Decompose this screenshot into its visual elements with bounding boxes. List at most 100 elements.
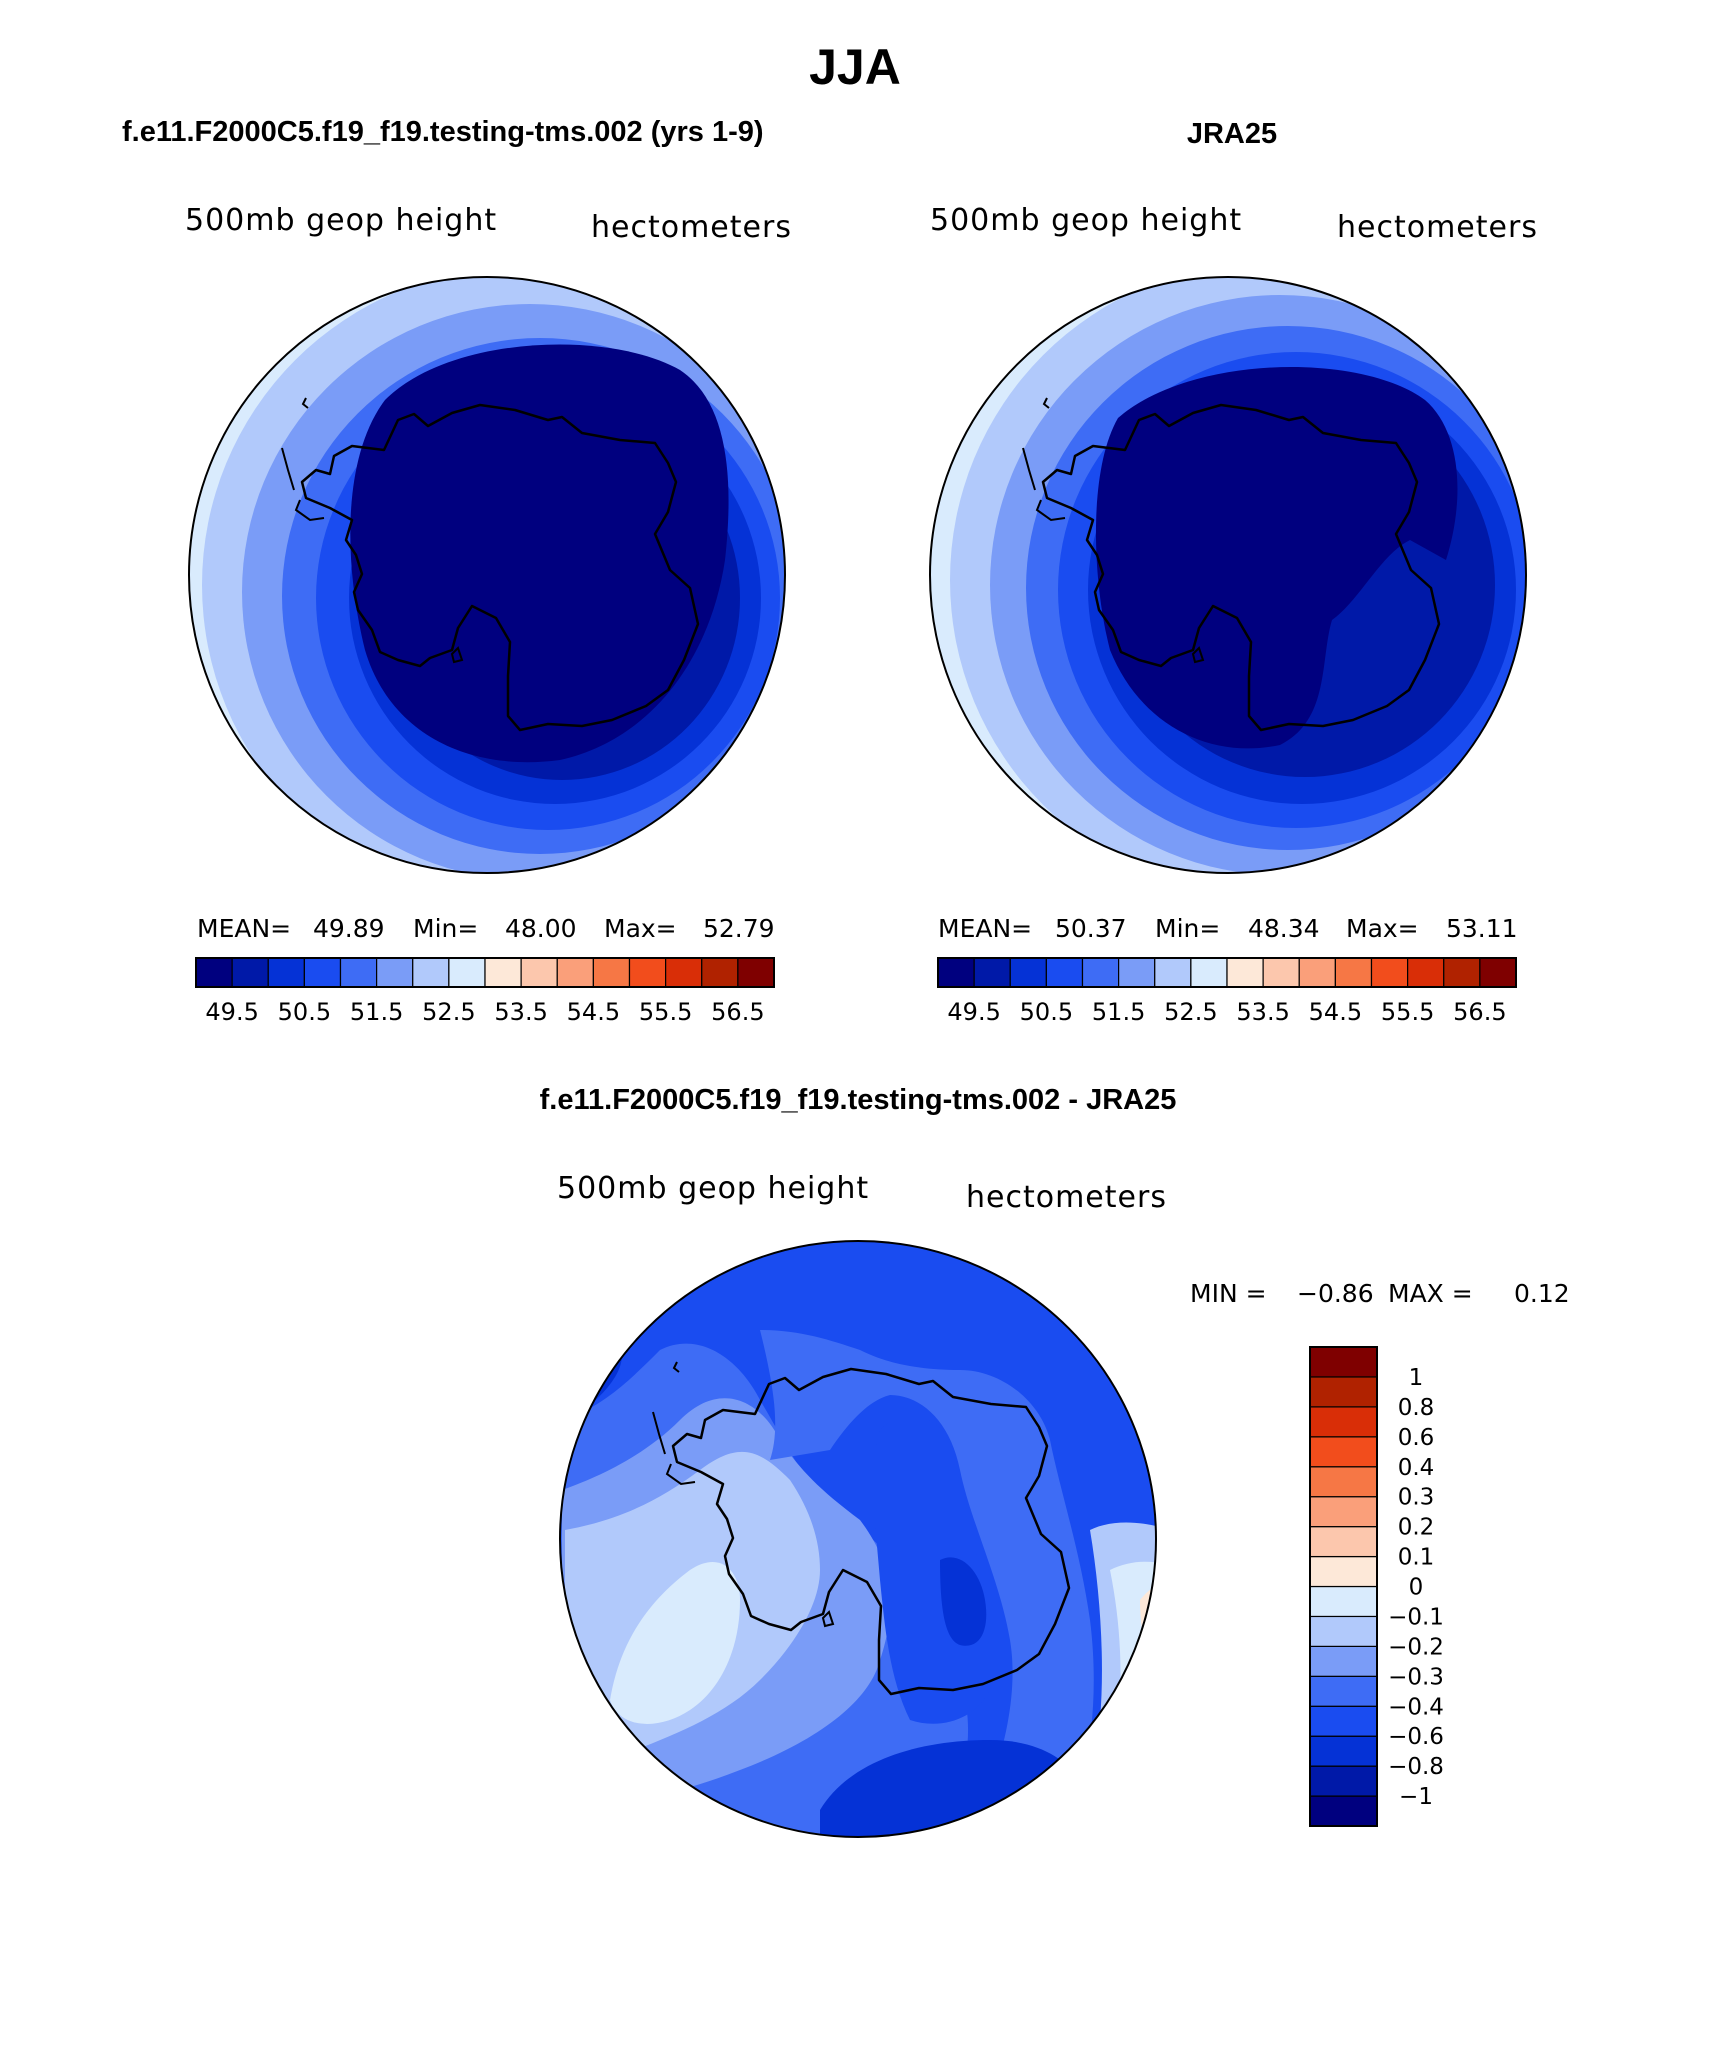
colorbar-obs-swatch bbox=[1118, 957, 1156, 988]
colorbar-model-swatch bbox=[556, 957, 594, 988]
colorbar-model-tick-label: 56.5 bbox=[711, 998, 764, 1026]
colorbar-obs-swatch bbox=[1443, 957, 1481, 988]
colorbar-obs-swatch bbox=[1407, 957, 1445, 988]
colorbar-obs-swatch bbox=[937, 957, 975, 988]
panel-obs-min-label: Min= bbox=[1155, 914, 1220, 943]
panel-difference: f.e11.F2000C5.f19_f19.testing-tms.002 - … bbox=[540, 1084, 1570, 1838]
colorbar-difference-swatch bbox=[1309, 1406, 1378, 1438]
colorbar-model-swatch bbox=[520, 957, 558, 988]
colorbar-model-tick-label: 55.5 bbox=[639, 998, 692, 1026]
panel-difference-min-value: −0.86 bbox=[1297, 1279, 1374, 1308]
panel-model-units: hectometers bbox=[591, 210, 792, 245]
panel-difference-units: hectometers bbox=[966, 1180, 1167, 1215]
colorbar-difference-swatch bbox=[1309, 1526, 1378, 1558]
colorbar-difference-swatch bbox=[1309, 1795, 1378, 1827]
colorbar-obs-tick-label: 56.5 bbox=[1453, 998, 1506, 1026]
colorbar-difference-tick-label: 0.3 bbox=[1398, 1485, 1435, 1511]
colorbar-model-tick-label: 52.5 bbox=[422, 998, 475, 1026]
panel-difference-stats: MIN = −0.86 MAX = 0.12 bbox=[1190, 1279, 1570, 1308]
colorbar-difference-frame bbox=[1309, 1346, 1378, 1827]
colorbar-model-swatch bbox=[412, 957, 450, 988]
antarctica-coastline-model bbox=[300, 403, 700, 732]
colorbar-obs-swatch bbox=[1009, 957, 1047, 988]
colorbar-difference-swatch bbox=[1309, 1615, 1378, 1647]
colorbar-difference-swatch bbox=[1309, 1735, 1378, 1767]
figure-title: JJA bbox=[809, 39, 901, 95]
colorbar-model-swatch bbox=[303, 957, 342, 988]
colorbar-difference-tick-label: 0.1 bbox=[1398, 1545, 1435, 1571]
panel-difference-variable: 500mb geop height bbox=[557, 1171, 869, 1206]
colorbar-model-swatch bbox=[376, 957, 414, 988]
colorbar-difference-tick-label: 0.8 bbox=[1398, 1395, 1435, 1421]
colorbar-difference-tick-label: 0.2 bbox=[1398, 1515, 1435, 1541]
panel-difference-heading: f.e11.F2000C5.f19_f19.testing-tms.002 - … bbox=[540, 1084, 1177, 1116]
colorbar-difference-tick-label: −0.4 bbox=[1388, 1694, 1444, 1720]
panel-obs: JRA25 500mb geop height hectometers MEAN… bbox=[929, 118, 1538, 1026]
panel-model-min-label: Min= bbox=[413, 914, 478, 943]
polar-map-obs bbox=[930, 277, 1526, 873]
colorbar-model-swatch bbox=[628, 957, 667, 988]
panel-model-stats: MEAN= 49.89 Min= 48.00 Max= 52.79 bbox=[197, 914, 775, 943]
colorbar-obs-swatch bbox=[1226, 957, 1264, 988]
panel-obs-variable: 500mb geop height bbox=[930, 203, 1242, 238]
colorbar-difference-tick-label: −0.1 bbox=[1388, 1604, 1444, 1630]
colorbar-model-swatch bbox=[484, 957, 522, 988]
colorbar-obs-tick-label: 50.5 bbox=[1020, 998, 1073, 1026]
panel-model-heading: f.e11.F2000C5.f19_f19.testing-tms.002 (y… bbox=[122, 116, 764, 148]
colorbar-obs-tick-label: 52.5 bbox=[1164, 998, 1217, 1026]
colorbar-difference-swatch bbox=[1309, 1376, 1378, 1408]
colorbar-difference-swatch bbox=[1309, 1496, 1378, 1528]
polar-map-difference bbox=[560, 1241, 1156, 1837]
panel-obs-units: hectometers bbox=[1337, 210, 1538, 245]
colorbar-obs-swatch bbox=[1045, 957, 1084, 988]
colorbar-model-swatch bbox=[195, 957, 233, 988]
colorbar-obs-swatch bbox=[1298, 957, 1336, 988]
colorbar-model-tick-label: 49.5 bbox=[205, 998, 258, 1026]
colorbar-obs-tick-label: 54.5 bbox=[1309, 998, 1362, 1026]
colorbar-model-swatch bbox=[665, 957, 703, 988]
colorbar-model-swatch bbox=[448, 957, 486, 988]
colorbar-difference-tick-label: 0.6 bbox=[1398, 1425, 1435, 1451]
colorbar-model-swatch bbox=[592, 957, 631, 988]
colorbar-obs-swatch bbox=[1479, 957, 1517, 988]
colorbar-obs-swatch bbox=[1334, 957, 1373, 988]
colorbar-difference-tick-label: −1 bbox=[1399, 1784, 1433, 1810]
colorbar-difference-swatch bbox=[1309, 1466, 1378, 1498]
panel-obs-mean-value: 50.37 bbox=[1055, 914, 1127, 943]
colorbar-model-swatch bbox=[231, 957, 269, 988]
panel-model-variable: 500mb geop height bbox=[185, 203, 497, 238]
colorbar-difference-tick-label: −0.6 bbox=[1388, 1724, 1444, 1750]
colorbar-difference-swatch bbox=[1309, 1346, 1378, 1378]
panel-obs-max-value: 53.11 bbox=[1446, 914, 1518, 943]
colorbar-difference-tick-label: −0.3 bbox=[1388, 1664, 1444, 1690]
colorbar-model-tick-label: 51.5 bbox=[350, 998, 403, 1026]
colorbar-model-swatch bbox=[339, 957, 378, 988]
panel-obs-heading: JRA25 bbox=[1187, 118, 1277, 150]
panel-model-mean-value: 49.89 bbox=[313, 914, 385, 943]
panel-model-min-value: 48.00 bbox=[505, 914, 577, 943]
colorbar-model-swatch bbox=[737, 957, 775, 988]
colorbar-model: 49.5 50.5 51.5 52.5 53.5 54.5 55.5 56.5 bbox=[195, 957, 775, 1026]
colorbar-difference-swatch bbox=[1309, 1555, 1378, 1588]
colorbar-obs-swatch bbox=[1370, 957, 1409, 988]
colorbar-model-frame bbox=[195, 957, 775, 988]
antarctica-coastline-obs bbox=[1041, 403, 1441, 732]
colorbar-obs: 49.5 50.5 51.5 52.5 53.5 54.5 55.5 56.5 bbox=[937, 957, 1517, 1026]
panel-model: f.e11.F2000C5.f19_f19.testing-tms.002 (y… bbox=[122, 116, 792, 1026]
colorbar-difference-swatch bbox=[1309, 1765, 1378, 1797]
panel-model-max-label: Max= bbox=[604, 914, 677, 943]
colorbar-difference-swatch bbox=[1309, 1585, 1378, 1618]
colorbar-difference-tick-label: −0.8 bbox=[1388, 1754, 1444, 1780]
colorbar-obs-tick-label: 51.5 bbox=[1092, 998, 1145, 1026]
colorbar-model-tick-label: 53.5 bbox=[494, 998, 547, 1026]
polar-map-model bbox=[189, 277, 785, 873]
colorbar-difference-swatch bbox=[1309, 1436, 1378, 1468]
colorbar-obs-tick-label: 55.5 bbox=[1381, 998, 1434, 1026]
colorbar-obs-swatch bbox=[1262, 957, 1300, 988]
panel-difference-max-label: MAX = bbox=[1388, 1279, 1473, 1308]
colorbar-difference-tick-label: −0.2 bbox=[1388, 1634, 1444, 1660]
colorbar-obs-swatch bbox=[1081, 957, 1120, 988]
colorbar-difference-swatch bbox=[1309, 1675, 1378, 1707]
colorbar-model-tick-label: 54.5 bbox=[567, 998, 620, 1026]
colorbar-model-tick-label: 50.5 bbox=[278, 998, 331, 1026]
